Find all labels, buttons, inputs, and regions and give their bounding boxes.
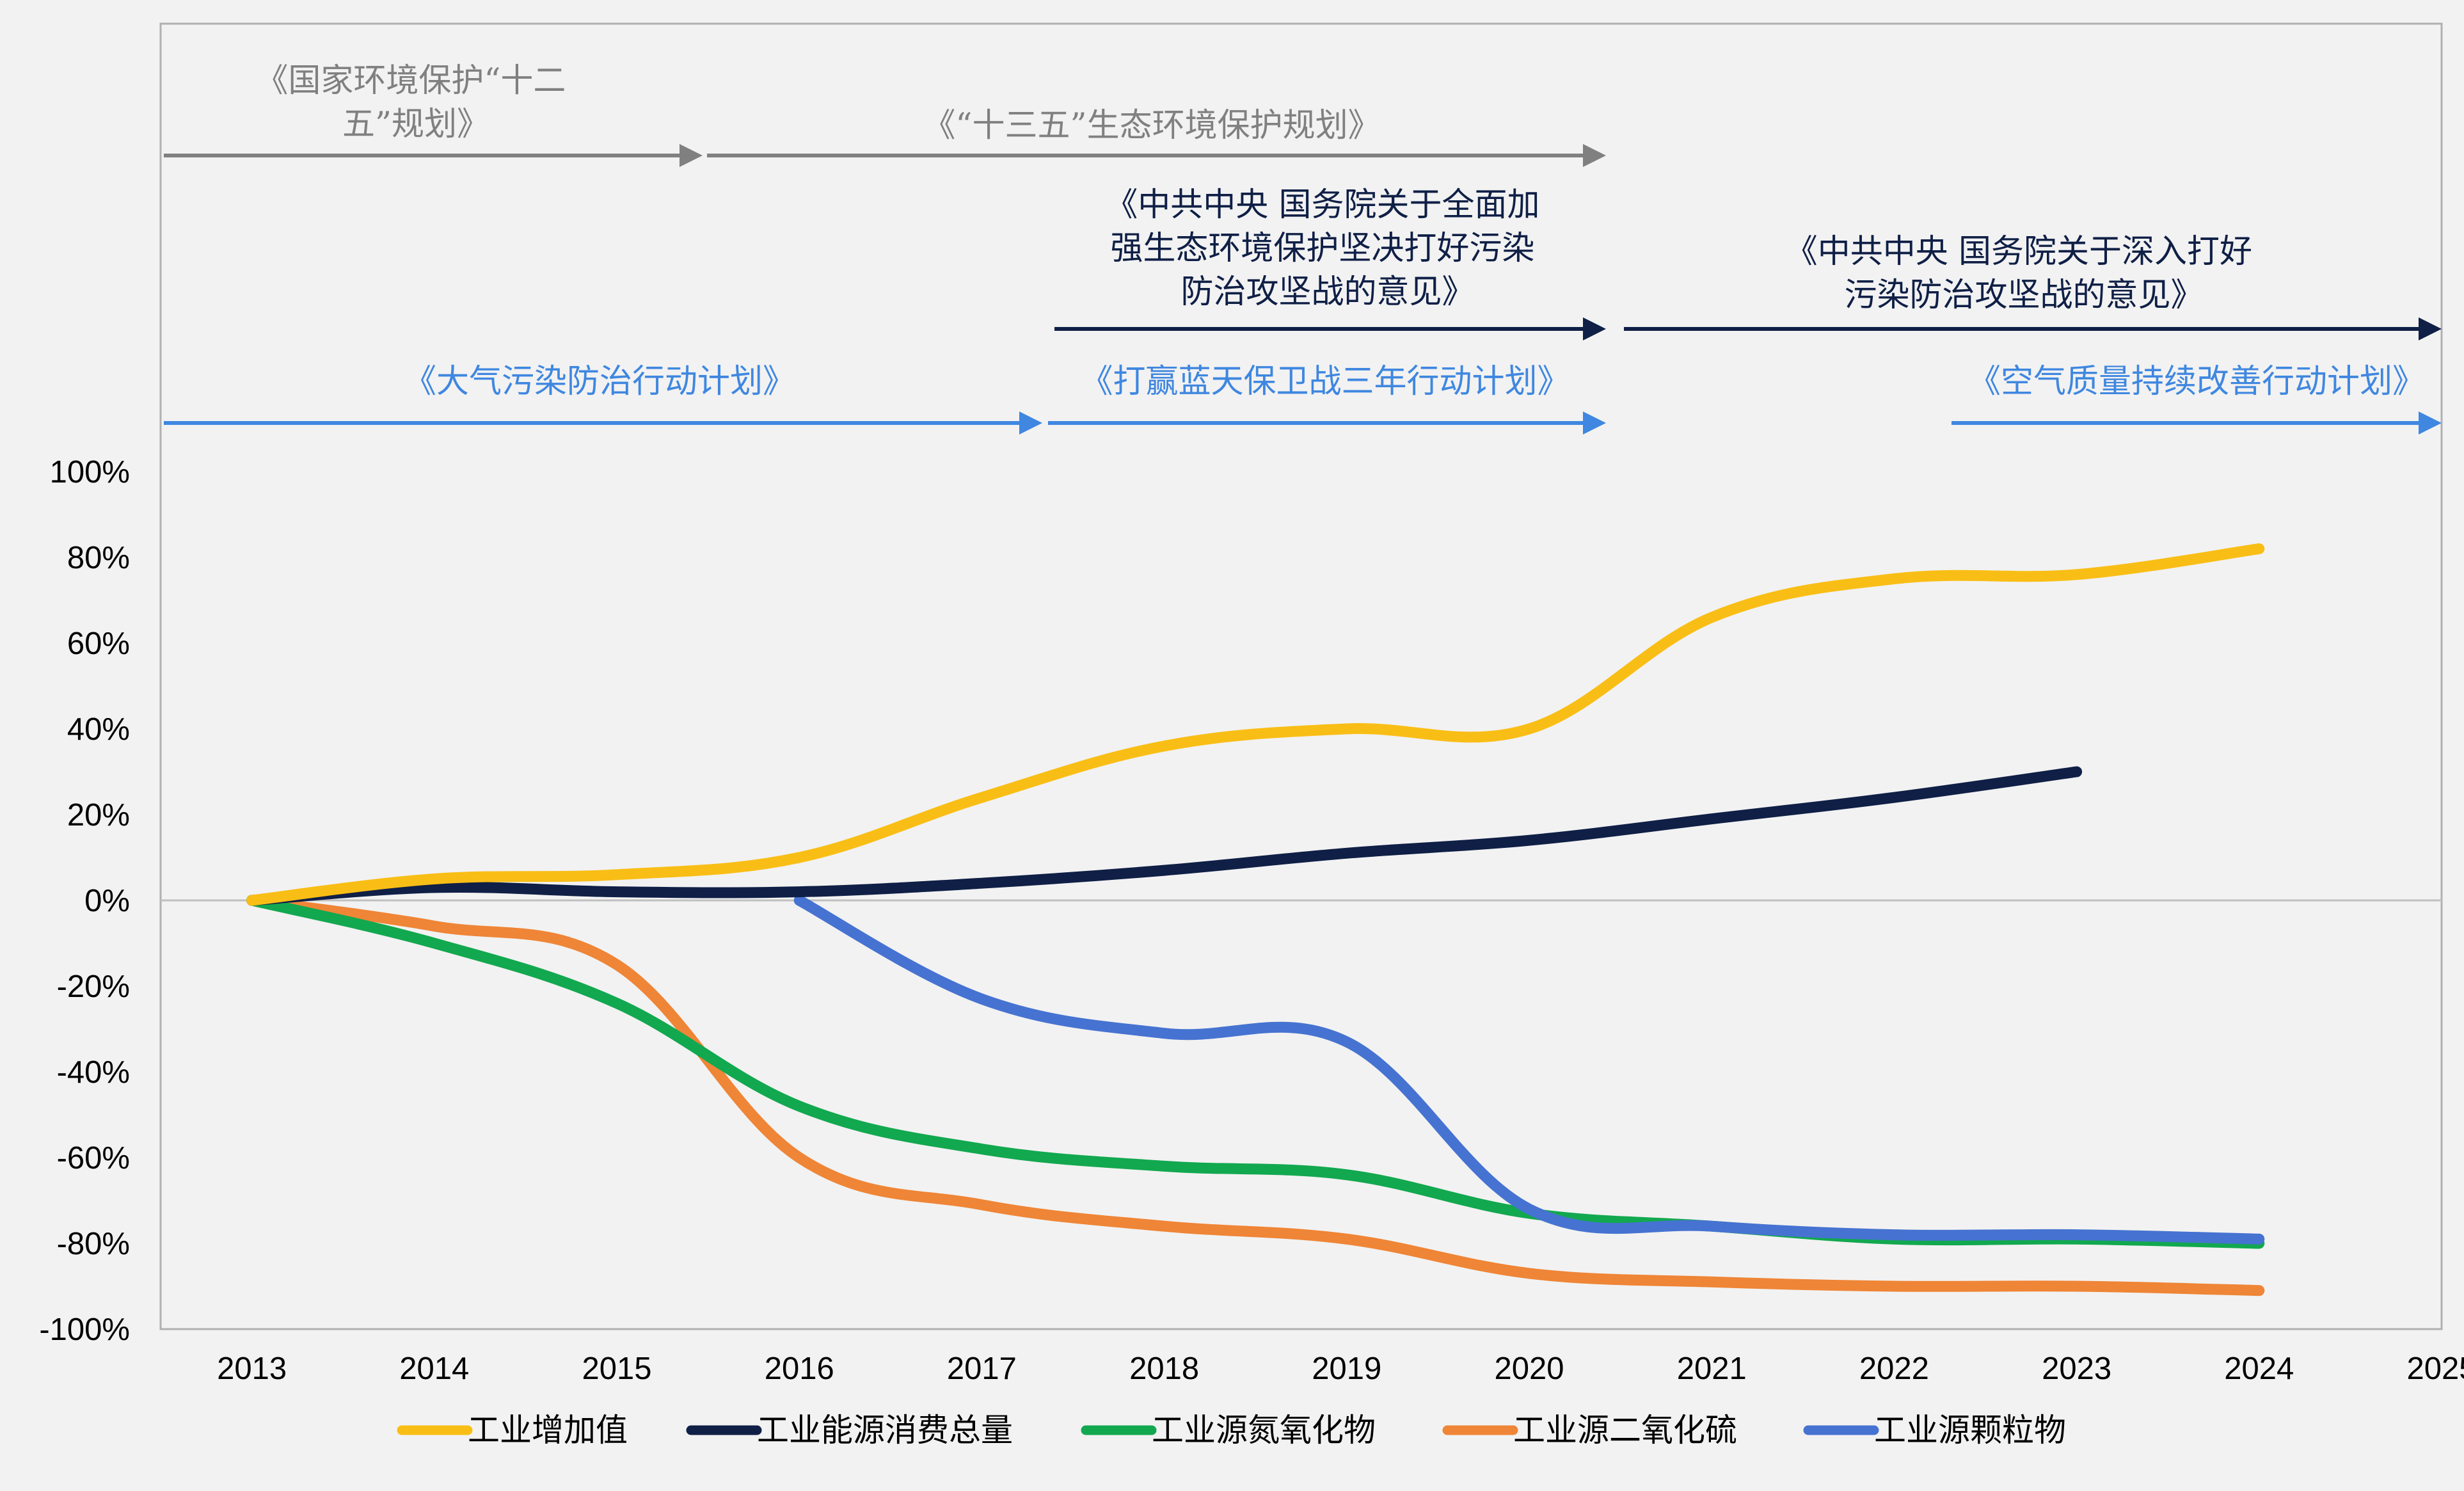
y-tick-label: -100% xyxy=(39,1312,130,1347)
x-tick-label: 2023 xyxy=(2042,1351,2111,1386)
y-tick-label: 100% xyxy=(50,455,130,490)
policy-label-opinion-2018: 《中共中央 国务院关于全面加 强生态环境保护坚决打好污染 防治攻坚战的意见》 xyxy=(1105,186,1550,311)
x-tick-label: 2015 xyxy=(582,1351,651,1386)
y-tick-label: 20% xyxy=(67,798,130,833)
y-tick-label: 0% xyxy=(84,884,130,918)
policy-label-air-action-2013: 《大气污染防治行动计划》 xyxy=(404,363,795,401)
x-tick-label: 2021 xyxy=(1677,1351,1747,1386)
policy-labels: 《国家环境保护“十二 五”规划》 《“十三五”生态环境保护规划》 《中共中央 国… xyxy=(255,62,2425,401)
x-tick-label: 2013 xyxy=(217,1351,287,1386)
series-lines xyxy=(246,543,2265,1296)
y-tick-label: -20% xyxy=(57,969,130,1004)
policy-label-12th-five: 《国家环境保护“十二 五”规划》 xyxy=(255,62,576,143)
x-axis-tick-labels: 2013 2014 2015 2016 2017 2018 2019 2020 2021 2022… xyxy=(217,1351,2464,1386)
x-tick-label: 2025 xyxy=(2406,1351,2464,1386)
policy-label-opinion-2021: 《中共中央 国务院关于深入打好 污染防治攻坚战的意见》 xyxy=(1785,233,2262,314)
legend: 工业增加值 工业能源消费总量 工业源氮氧化物 工业源二氧化硫 工业源颗粒物 xyxy=(397,1412,2066,1449)
x-tick-label: 2020 xyxy=(1494,1351,1564,1386)
x-tick-label: 2014 xyxy=(399,1351,469,1386)
policy-label-air-quality-2023: 《空气质量持续改善行动计划》 xyxy=(1968,363,2425,401)
legend-label: 工业源二氧化硫 xyxy=(1513,1412,1737,1449)
x-tick-label: 2019 xyxy=(1312,1351,1381,1386)
legend-label: 工业能源消费总量 xyxy=(757,1412,1013,1449)
plot-area-border xyxy=(159,22,2443,1330)
y-tick-label: -40% xyxy=(57,1055,130,1090)
series-line-4 xyxy=(793,895,2265,1245)
policy-arrows xyxy=(164,144,2442,435)
x-tick-label: 2016 xyxy=(765,1351,834,1386)
series-line-3 xyxy=(246,895,2265,1296)
y-tick-label: -60% xyxy=(57,1141,130,1176)
x-tick-label: 2017 xyxy=(947,1351,1017,1386)
policy-label-13th-five: 《“十三五”生态环境保护规划》 xyxy=(923,107,1380,145)
policy-label-blue-sky-2018: 《打赢蓝天保卫战三年行动计划》 xyxy=(1080,363,1570,401)
series-line-0 xyxy=(246,543,2265,906)
legend-label: 工业源颗粒物 xyxy=(1874,1412,2066,1449)
x-tick-label: 2018 xyxy=(1129,1351,1199,1386)
x-tick-label: 2022 xyxy=(1859,1351,1929,1386)
y-axis-tick-labels: -100% -80% -60% -40% -20% 0% 20% 40% 60% 80% 100% xyxy=(39,455,130,1347)
legend-label: 工业源氮氧化物 xyxy=(1152,1412,1376,1449)
y-tick-label: 60% xyxy=(67,626,130,661)
x-tick-label: 2024 xyxy=(2224,1351,2294,1386)
series-line-1 xyxy=(246,766,2083,906)
y-tick-label: -80% xyxy=(57,1227,130,1261)
y-tick-label: 80% xyxy=(67,541,130,575)
legend-label: 工业增加值 xyxy=(468,1412,628,1449)
y-tick-label: 40% xyxy=(67,712,130,747)
